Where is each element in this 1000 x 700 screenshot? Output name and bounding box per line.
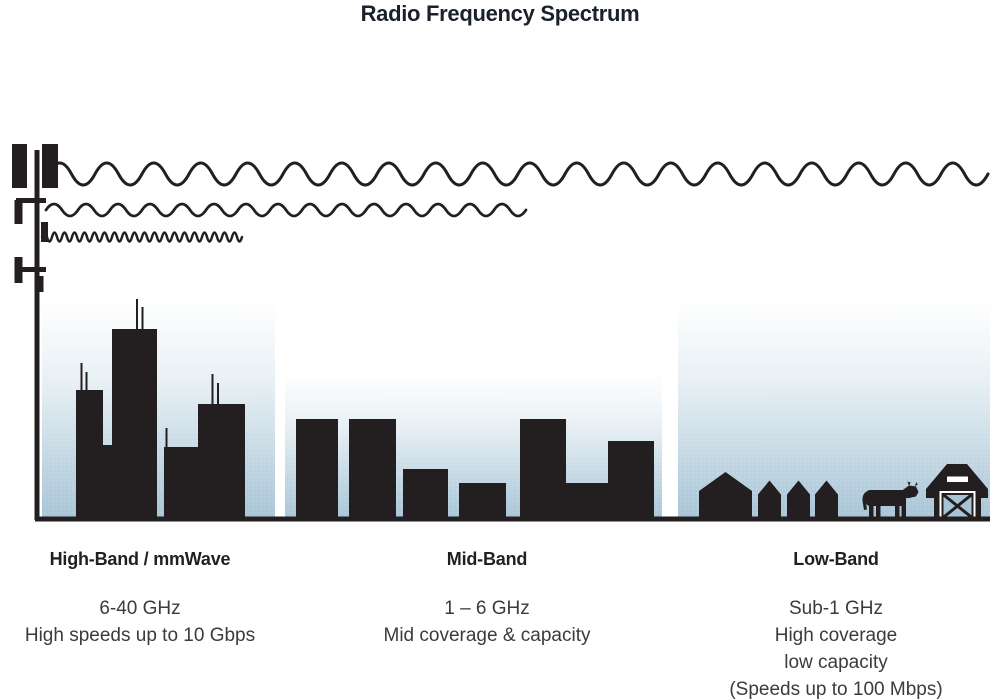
skyscraper <box>112 329 157 520</box>
cell-tower-icon <box>12 144 58 520</box>
building <box>349 419 396 520</box>
building <box>608 441 654 520</box>
low-band-long-wave <box>46 161 990 187</box>
band-label-mid-band: Mid-Band 1 – 6 GHz Mid coverage & capaci… <box>347 549 627 649</box>
building <box>296 419 338 520</box>
antenna-panel <box>14 200 23 224</box>
antenna-panel <box>41 222 48 242</box>
building <box>403 469 448 520</box>
skyscraper <box>198 404 245 520</box>
antenna-panel <box>12 144 27 188</box>
antenna-panel <box>39 276 44 292</box>
tower-crossarm <box>16 267 46 272</box>
antenna-panel <box>42 144 58 188</box>
mid-rise-buildings-icon <box>296 419 654 520</box>
band-title: Low-Band <box>793 549 879 569</box>
tower-mast <box>34 150 40 520</box>
antenna-panel <box>14 257 23 283</box>
radio-waves <box>40 161 990 243</box>
barn-loft-vent <box>947 476 968 482</box>
page-title: Radio Frequency Spectrum <box>360 1 640 26</box>
cow-icon <box>862 481 919 518</box>
skyscraper <box>164 447 198 520</box>
band-description: (Speeds up to 100 Mbps) <box>729 679 943 700</box>
skyscraper <box>103 445 112 520</box>
high-band-short-wave <box>40 231 244 243</box>
house <box>787 480 810 518</box>
barn-door-crossbuck <box>941 492 974 520</box>
band-frequency: 1 – 6 GHz <box>444 598 530 619</box>
house <box>815 480 838 518</box>
band-frequency: 6-40 GHz <box>99 598 181 619</box>
ground-line <box>35 516 990 522</box>
building <box>459 483 506 520</box>
house <box>699 472 752 518</box>
building <box>520 419 613 520</box>
rural-farm-scene <box>699 464 988 520</box>
rooftop-antenna-icon <box>80 299 219 447</box>
city-skyscrapers-icon <box>76 299 245 520</box>
band-description: low capacity <box>784 652 888 673</box>
band-label-high-band: High-Band / mmWave 6-40 GHz High speeds … <box>0 549 280 649</box>
band-title: High-Band / mmWave <box>49 549 231 569</box>
band-description: High coverage <box>774 625 898 646</box>
band-description: Mid coverage & capacity <box>383 625 591 646</box>
band-title: Mid-Band <box>446 549 528 569</box>
mid-band-medium-wave <box>44 202 528 218</box>
band-description: High speeds up to 10 Gbps <box>24 625 256 646</box>
house <box>758 480 781 518</box>
band-label-low-band: Low-Band Sub-1 GHz High coverage low cap… <box>696 549 976 700</box>
spectrum-scene <box>12 144 990 522</box>
band-frequency: Sub-1 GHz <box>789 598 883 619</box>
barn-icon <box>926 464 988 520</box>
skyscraper <box>76 390 103 520</box>
houses-icon <box>699 472 838 518</box>
tower-crossarm <box>16 198 46 203</box>
